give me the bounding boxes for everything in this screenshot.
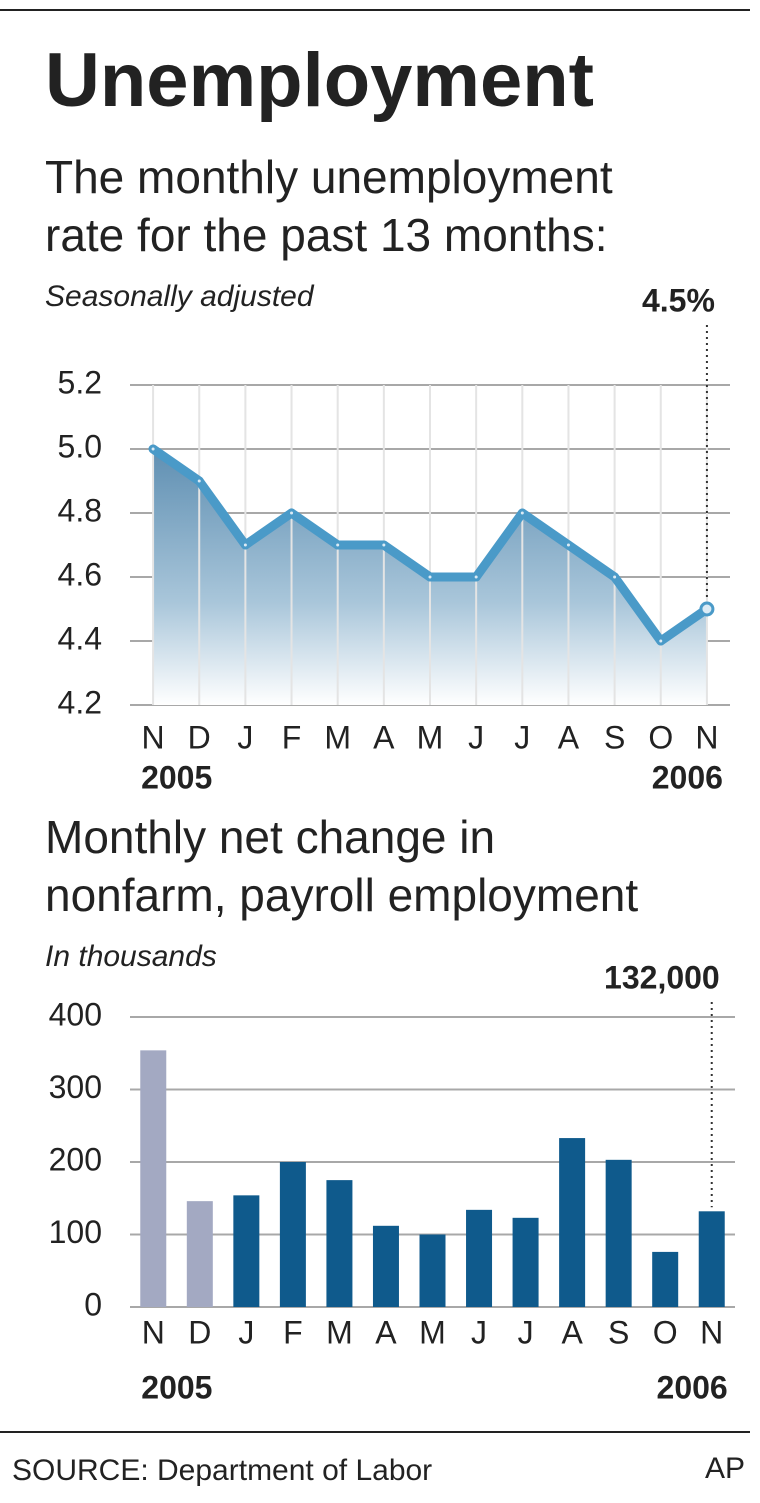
chart-subtitle: In thousands xyxy=(45,940,217,973)
x-tick-label: J xyxy=(238,1314,254,1350)
chart-subtitle: Seasonally adjusted xyxy=(45,280,315,313)
x-tick-label: S xyxy=(604,719,625,755)
bar xyxy=(186,1201,213,1307)
point xyxy=(148,444,158,454)
x-year-label: 2006 xyxy=(657,1369,728,1405)
point xyxy=(471,572,481,582)
x-year-label: 2005 xyxy=(141,759,212,795)
x-tick-label: J xyxy=(471,1314,487,1350)
x-year-label: 2005 xyxy=(141,1369,212,1405)
x-tick-label: N xyxy=(700,1314,723,1350)
bar xyxy=(512,1217,539,1307)
x-tick-label: O xyxy=(648,719,673,755)
bar xyxy=(140,1050,167,1307)
page-title: Unemployment xyxy=(45,38,594,123)
x-tick-label: N xyxy=(695,719,718,755)
point xyxy=(379,540,389,550)
x-tick-label: S xyxy=(608,1314,629,1350)
x-tick-label: N xyxy=(142,1314,165,1350)
x-tick-label: M xyxy=(326,1314,353,1350)
x-tick-label: M xyxy=(417,719,444,755)
x-tick-label: A xyxy=(561,1314,583,1350)
value-label: 4.5% xyxy=(642,282,715,318)
point xyxy=(563,540,573,550)
y-tick-label: 100 xyxy=(49,1214,102,1250)
x-tick-label: D xyxy=(188,719,211,755)
bar xyxy=(559,1138,586,1307)
bar xyxy=(279,1162,306,1307)
bar xyxy=(326,1180,353,1307)
chart-title: The monthly unemployment rate for the pa… xyxy=(45,151,613,261)
x-tick-label: O xyxy=(653,1314,678,1350)
x-tick-label: J xyxy=(514,719,530,755)
value-label: 132,000 xyxy=(604,959,720,995)
y-tick-label: 4.2 xyxy=(58,684,102,720)
point xyxy=(240,540,250,550)
x-tick-label: A xyxy=(375,1314,397,1350)
point xyxy=(287,508,297,518)
x-tick-label: D xyxy=(188,1314,211,1350)
x-tick-label: J xyxy=(468,719,484,755)
y-tick-label: 400 xyxy=(49,996,102,1032)
bar xyxy=(233,1195,260,1307)
chart-title: Monthly net change in nonfarm, payroll e… xyxy=(45,811,639,921)
y-tick-label: 4.4 xyxy=(58,620,102,656)
x-tick-label: F xyxy=(282,719,302,755)
bar xyxy=(419,1234,446,1307)
point xyxy=(333,540,343,550)
point xyxy=(517,508,527,518)
bar xyxy=(466,1209,493,1307)
credit: AP xyxy=(705,1452,745,1485)
bar xyxy=(605,1159,632,1307)
point xyxy=(656,636,666,646)
bar xyxy=(698,1211,725,1307)
x-tick-label: N xyxy=(142,719,165,755)
x-tick-label: F xyxy=(283,1314,303,1350)
x-tick-label: J xyxy=(518,1314,534,1350)
y-tick-label: 5.2 xyxy=(58,364,102,400)
point xyxy=(699,601,715,617)
point xyxy=(425,572,435,582)
y-tick-label: 200 xyxy=(49,1141,102,1177)
y-tick-label: 4.8 xyxy=(58,492,102,528)
x-tick-label: A xyxy=(558,719,580,755)
x-tick-label: A xyxy=(373,719,395,755)
x-tick-label: M xyxy=(324,719,351,755)
point xyxy=(194,476,204,486)
y-tick-label: 300 xyxy=(49,1069,102,1105)
x-year-label: 2006 xyxy=(652,759,723,795)
source: SOURCE: Department of Labor xyxy=(12,1454,432,1487)
point xyxy=(610,572,620,582)
x-tick-label: M xyxy=(419,1314,446,1350)
bar xyxy=(652,1251,679,1307)
y-tick-label: 5.0 xyxy=(58,428,102,464)
y-tick-label: 4.6 xyxy=(58,556,102,592)
x-tick-label: J xyxy=(237,719,253,755)
bar xyxy=(372,1225,399,1307)
y-tick-label: 0 xyxy=(84,1286,102,1322)
